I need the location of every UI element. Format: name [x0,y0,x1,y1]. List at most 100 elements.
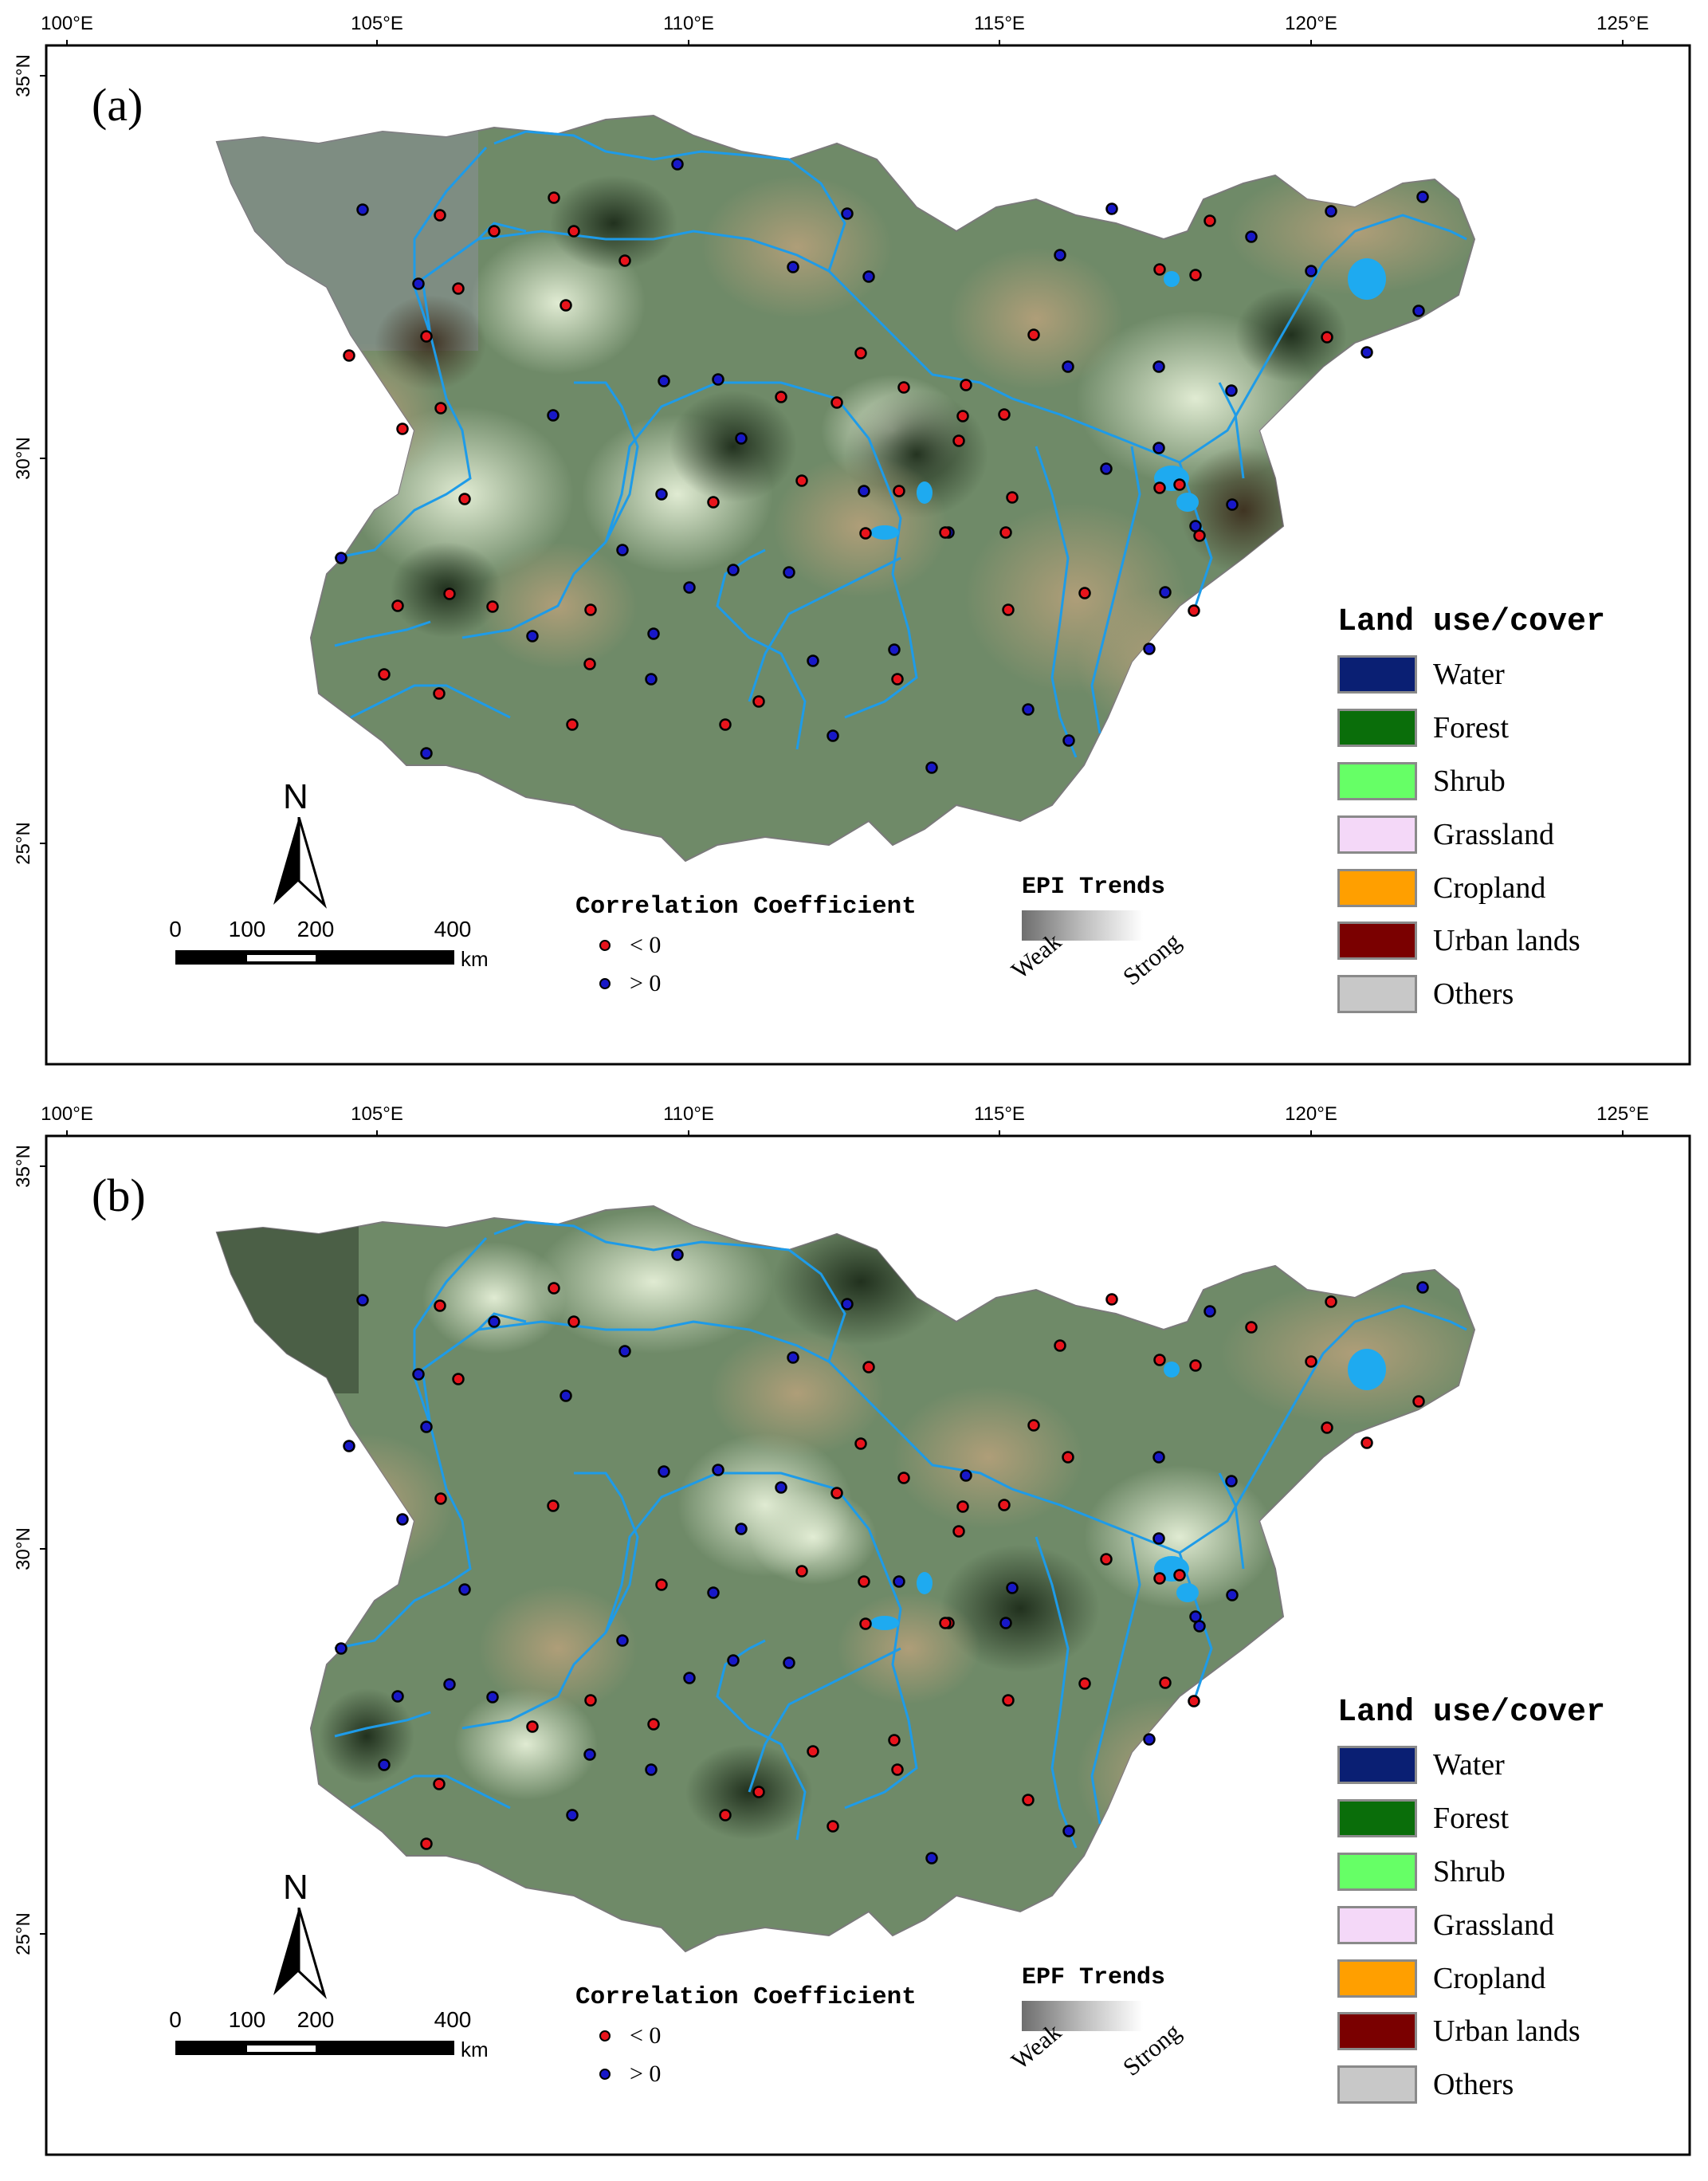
station-marker [671,1248,684,1261]
station-marker [787,1351,799,1364]
station-marker [412,1368,425,1381]
station-marker [378,1759,391,1771]
station-marker [1027,1419,1040,1432]
station-marker [1305,1355,1317,1368]
station-marker [712,1464,724,1476]
station-marker [567,225,580,238]
station-marker [547,409,560,422]
station-marker [548,1282,560,1295]
station-marker [827,729,839,742]
station-marker [1143,643,1156,655]
station-marker [1006,1582,1019,1594]
positive-label: > 0 [630,970,662,996]
legend-item-label: Grassland [1433,817,1554,851]
station-marker [433,1778,446,1790]
station-marker [752,1786,765,1798]
station-marker [1305,265,1317,277]
station-marker [645,673,658,686]
station-marker [859,1617,872,1630]
station-marker [858,485,870,497]
station-marker [727,564,740,576]
station-marker [647,1718,660,1731]
lon-label-125: 125°E [1596,13,1649,34]
station-marker [343,349,355,362]
station-marker [858,1575,870,1588]
lon-label-100: 100°E [41,13,93,34]
station-marker [952,434,965,447]
station-marker [1143,1733,1156,1746]
station-marker [1105,1293,1118,1306]
scale-bar-graphic [175,2041,454,2055]
station-marker [795,474,808,487]
legend-item-others: Others [1337,968,1605,1021]
station-marker [1189,1359,1202,1372]
station-marker [827,1820,839,1833]
station-marker [420,747,433,760]
lat-label-35: 35°N [13,1145,34,1188]
station-marker [891,1763,904,1776]
lon-label-105: 105°E [351,13,403,34]
station-marker [343,1440,355,1452]
station-marker [434,1492,447,1505]
station-marker [420,1421,433,1433]
station-marker [1325,1295,1337,1308]
north-label: N [283,1868,308,1907]
panel-label: (a) [92,79,143,131]
station-marker [658,375,670,387]
station-marker [956,1500,969,1513]
station-marker [391,1690,404,1703]
map-frame [45,44,1691,1066]
legend-item-others: Others [1337,2058,1605,2112]
station-marker [999,526,1012,539]
station-marker [783,1656,795,1669]
station-marker [998,1499,1011,1511]
station-marker [434,402,447,415]
station-marker [1100,1553,1113,1566]
legend-swatch [1337,2012,1417,2051]
station-marker [1153,1354,1166,1366]
lat-label-30: 30°N [13,1527,34,1570]
legend-swatch [1337,761,1417,800]
station-marker [1105,202,1118,215]
legend-item-cropland: Cropland [1337,1951,1605,2005]
station-marker [1100,462,1113,475]
lon-label-110: 110°E [663,13,714,34]
station-marker [647,627,660,640]
station-marker [548,191,560,204]
legend-item-label: Water [1433,1748,1505,1782]
station-marker [655,488,668,501]
correlation-legend-negative: < 0 [599,2022,917,2049]
station-marker [486,1691,499,1704]
station-marker [1193,529,1206,542]
station-marker [1062,1451,1074,1464]
station-marker [434,1299,446,1312]
station-marker [707,496,720,509]
legend-item-label: Urban lands [1433,2014,1580,2049]
north-label: N [283,777,308,816]
station-marker [807,1745,819,1758]
station-marker [956,410,969,422]
station-marker [396,1513,409,1526]
station-marker [433,687,446,700]
station-marker [752,695,765,708]
legend-swatch [1337,655,1417,694]
station-marker [775,1481,787,1494]
station-marker [1203,1305,1216,1318]
legend-swatch [1337,1746,1417,1785]
legend-swatch [1337,1959,1417,1998]
station-marker [488,225,501,238]
scale-tick-400: 400 [434,2007,472,2032]
station-marker [1321,331,1333,344]
station-marker [443,587,456,600]
trend-legend: EPI Trends Weak Strong [1006,874,1186,991]
legend-swatch [1337,1905,1417,1944]
station-marker [1412,305,1425,317]
station-marker [1188,1695,1200,1707]
station-marker [526,1720,539,1733]
station-marker [1062,734,1075,747]
station-marker [583,1748,596,1761]
station-marker [830,396,843,409]
lat-label-35: 35°N [13,54,34,97]
station-marker [583,658,596,670]
legend-item-label: Water [1433,658,1505,692]
